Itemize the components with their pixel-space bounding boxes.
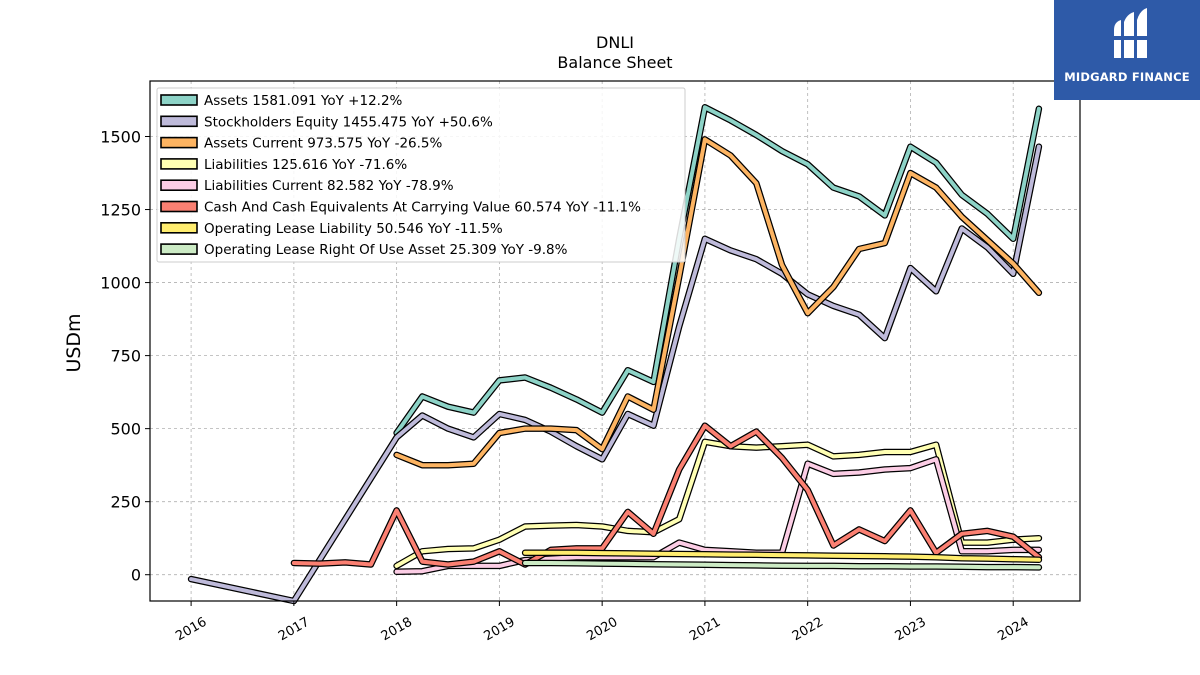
legend-label: Stockholders Equity 1455.475 YoY +50.6%	[204, 114, 493, 130]
x-tick-label: 2023	[893, 615, 929, 645]
series-operating-lease-liability	[521, 549, 1043, 564]
chart-title: DNLI	[596, 33, 634, 52]
legend-label: Cash And Cash Equivalents At Carrying Va…	[204, 200, 641, 216]
legend-label: Assets 1581.091 YoY +12.2%	[204, 93, 403, 109]
legend-label: Liabilities 125.616 YoY -71.6%	[204, 157, 407, 173]
legend-label: Operating Lease Liability 50.546 YoY -11…	[204, 221, 503, 237]
series-line	[523, 550, 1041, 562]
series-liabilities	[393, 438, 1043, 570]
series-layer	[187, 104, 1043, 605]
y-tick-label: 750	[110, 347, 141, 366]
series-line	[394, 439, 1041, 568]
y-tick-label: 0	[131, 566, 141, 585]
y-tick-label: 250	[110, 493, 141, 512]
brand-mark-icon	[1112, 8, 1150, 58]
series-cash-and-cash-equivalents-at-carrying-value	[290, 422, 1043, 568]
x-tick-label: 2016	[173, 615, 209, 645]
y-tick-label: 1000	[100, 274, 141, 293]
series-line	[394, 105, 1041, 435]
x-tick-label: 2020	[584, 615, 620, 645]
legend-swatch	[160, 94, 198, 106]
legend-label: Assets Current 973.575 YoY -26.5%	[204, 136, 443, 152]
legend-box	[156, 87, 686, 263]
x-tick-label: 2017	[276, 615, 312, 645]
legend: Assets 1581.091 YoY +12.2% Stockholders E…	[156, 87, 686, 263]
brand-logo: MIDGARD FINANCE	[1054, 0, 1200, 100]
chart-subtitle: Balance Sheet	[557, 53, 672, 72]
series-line	[291, 423, 1041, 567]
series-line	[523, 561, 1041, 570]
x-tick-label: 2018	[379, 615, 415, 645]
brand-name: MIDGARD FINANCE	[1064, 70, 1190, 84]
legend-swatch	[160, 158, 198, 170]
legend-swatch	[160, 222, 198, 234]
series-line	[394, 137, 1041, 468]
series-liabilities-current	[393, 456, 1043, 576]
series-assets-current	[393, 136, 1043, 469]
y-axis-label: USDm	[63, 313, 85, 372]
legend-swatch	[160, 200, 198, 213]
legend-label: Operating Lease Right Of Use Asset 25.30…	[204, 242, 568, 258]
legend-swatch	[160, 243, 198, 255]
series-stockholders-equity	[187, 143, 1043, 605]
x-tick-label: 2024	[995, 615, 1031, 645]
series-assets	[393, 104, 1043, 437]
legend-swatch	[160, 179, 198, 191]
y-tick-label: 1250	[100, 201, 141, 220]
y-tick-label: 1500	[100, 128, 141, 147]
series-line	[394, 457, 1041, 574]
legend-swatch	[160, 115, 198, 128]
y-tick-label: 500	[110, 420, 141, 439]
x-tick-label: 2021	[687, 615, 723, 645]
plot-area-frame	[149, 80, 1081, 602]
x-tick-label: 2022	[790, 615, 826, 645]
legend-swatch	[160, 136, 198, 149]
legend-label: Liabilities Current 82.582 YoY -78.9%	[204, 178, 454, 194]
series-operating-lease-right-of-use-asset	[521, 559, 1043, 571]
x-tick-label: 2019	[482, 615, 518, 645]
series-line	[189, 144, 1041, 603]
